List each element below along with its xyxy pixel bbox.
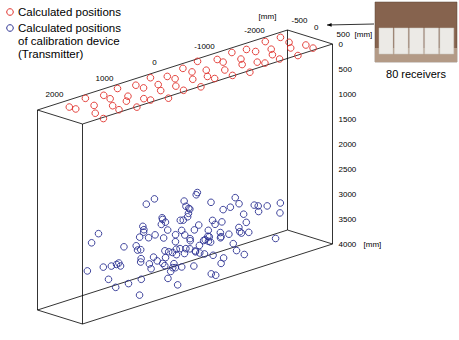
svg-text:2000: 2000 [339,140,357,149]
svg-text:[mm]: [mm] [364,240,382,249]
svg-text:0: 0 [339,40,344,49]
svg-text:(Transmitter): (Transmitter) [18,48,84,60]
svg-text:[mm]: [mm] [355,30,373,39]
svg-text:of calibration device: of calibration device [18,35,120,47]
svg-text:Calculated positions: Calculated positions [18,6,121,18]
svg-text:[mm]: [mm] [259,12,277,21]
svg-text:2500: 2500 [339,165,357,174]
svg-text:500: 500 [337,30,351,39]
svg-text:-1000: -1000 [194,42,215,51]
svg-text:2000: 2000 [46,90,64,99]
svg-text:3500: 3500 [339,215,357,224]
svg-text:Calculated positions: Calculated positions [18,22,121,34]
svg-text:-500: -500 [292,16,309,25]
svg-text:0: 0 [314,23,319,32]
svg-text:1000: 1000 [96,74,114,83]
svg-text:3000: 3000 [339,190,357,199]
svg-text:1500: 1500 [339,115,357,124]
svg-text:4000: 4000 [339,240,357,249]
svg-text:500: 500 [339,65,353,74]
svg-text:0: 0 [152,58,157,67]
svg-text:-2000: -2000 [244,26,265,35]
svg-text:1000: 1000 [339,90,357,99]
svg-text:80 receivers: 80 receivers [386,68,446,80]
